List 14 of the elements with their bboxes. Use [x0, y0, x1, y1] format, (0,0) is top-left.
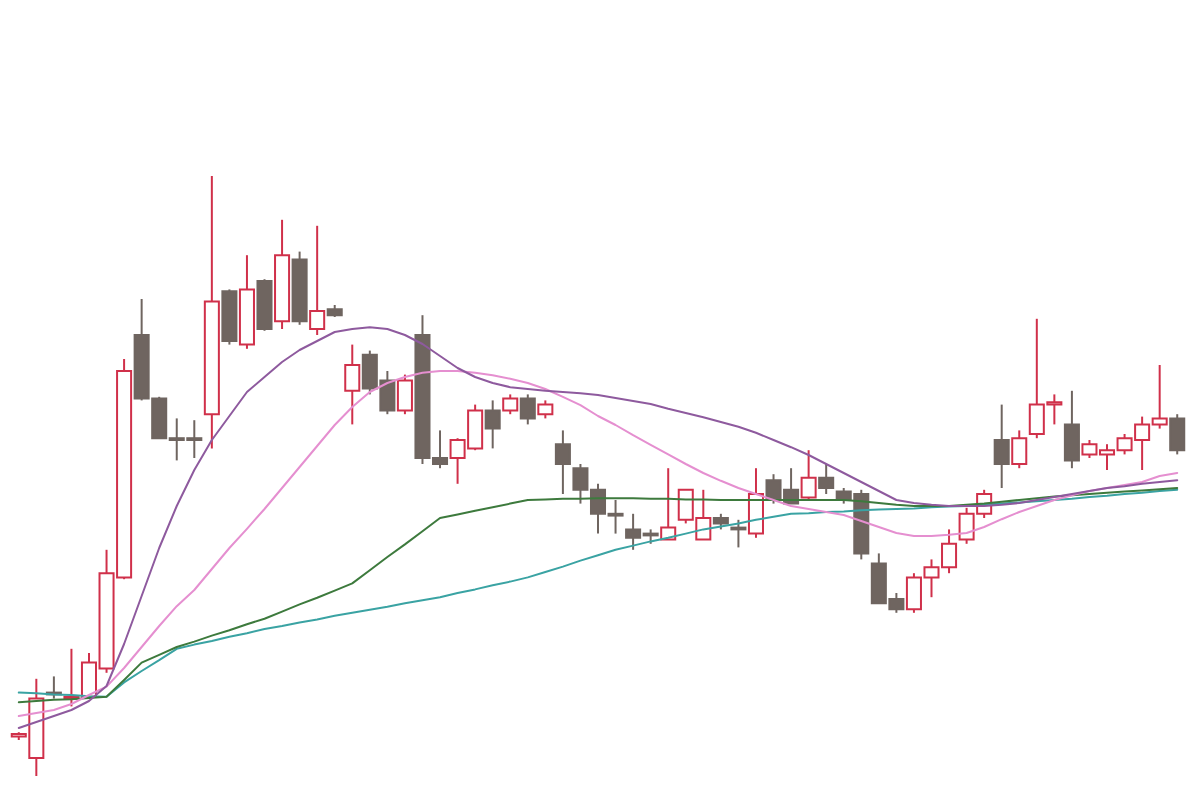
candlestick	[256, 278, 273, 332]
candlestick	[502, 393, 519, 416]
candlestick	[800, 449, 817, 501]
candlestick	[519, 393, 536, 426]
candlestick	[993, 403, 1010, 489]
candlestick	[309, 224, 326, 336]
candlestick	[344, 343, 361, 426]
candlestick	[1169, 413, 1186, 456]
candlestick	[396, 373, 413, 416]
candlestick	[554, 429, 571, 495]
candlestick	[818, 463, 835, 495]
candlestick	[484, 399, 501, 450]
candlestick	[1063, 389, 1080, 470]
candlestick	[1011, 429, 1028, 470]
